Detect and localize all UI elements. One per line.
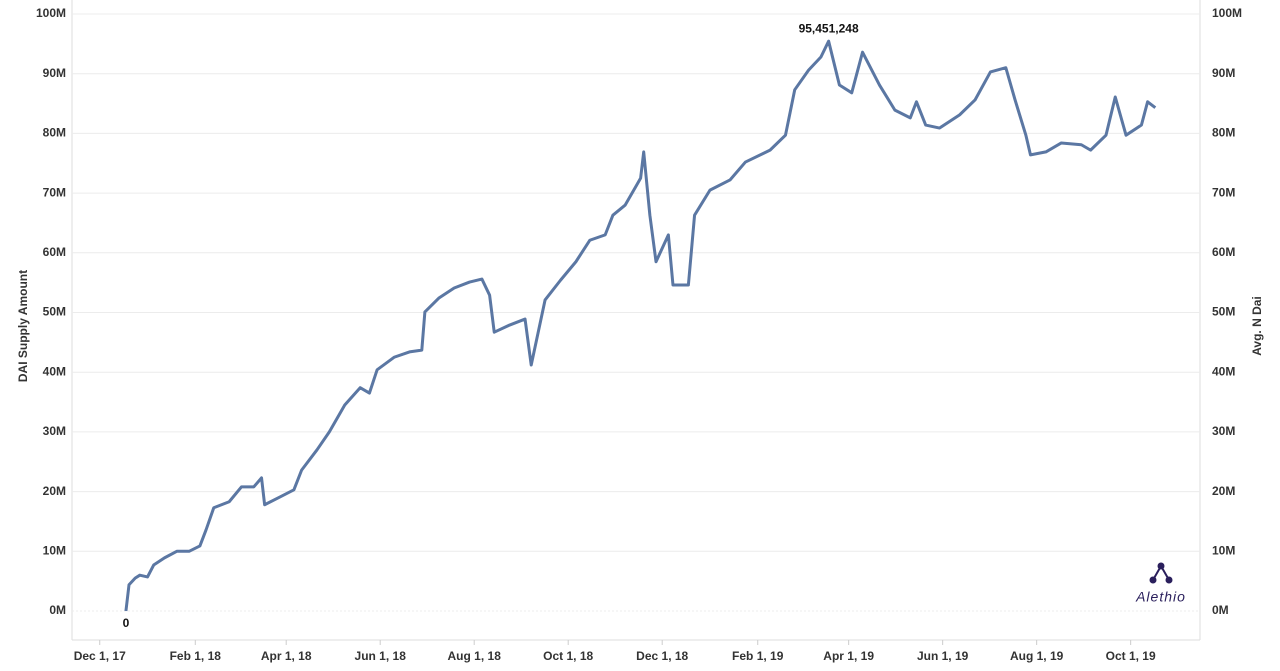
x-tick-label: Aug 1, 18 (448, 649, 502, 663)
y-tick-label: 70M (43, 185, 66, 199)
x-tick-label: Oct 1, 18 (543, 649, 593, 663)
y-tick-label: 60M (43, 245, 66, 259)
line (124, 39, 1157, 612)
y2-tick-label: 90M (1212, 66, 1235, 80)
x-tick-label: Feb 1, 19 (732, 649, 784, 663)
y-tick-label: 30M (43, 424, 66, 438)
y2-axis-title: Avg. N Dai (1250, 296, 1264, 356)
x-tick-label: Oct 1, 19 (1106, 649, 1156, 663)
y-tick-label: 0M (49, 603, 66, 617)
x-tick-label: Dec 1, 17 (74, 649, 126, 663)
y-tick-label: 90M (43, 66, 66, 80)
y2-tick-label: 80M (1212, 126, 1235, 140)
x-tick-label: Feb 1, 18 (170, 649, 222, 663)
y2-tick-label: 70M (1212, 185, 1235, 199)
y-tick-label: 100M (36, 6, 66, 20)
y-tick-label: 20M (43, 484, 66, 498)
x-tick-label: Apr 1, 18 (261, 649, 312, 663)
data-label: 0 (123, 616, 130, 630)
y2-tick-label: 30M (1212, 424, 1235, 438)
y-tick-label: 80M (43, 126, 66, 140)
x-tick-label: Aug 1, 19 (1010, 649, 1064, 663)
watermark: Alethio (1135, 589, 1186, 605)
y-axis-title: DAI Supply Amount (16, 270, 30, 382)
y2-tick-label: 10M (1212, 543, 1235, 557)
logo (1149, 562, 1173, 584)
x-tick-label: Dec 1, 18 (636, 649, 688, 663)
x-tick-label: Apr 1, 19 (823, 649, 874, 663)
y-tick-label: 40M (43, 364, 66, 378)
y2-tick-label: 0M (1212, 603, 1229, 617)
y2-tick-label: 50M (1212, 305, 1235, 319)
y-tick-label: 50M (43, 305, 66, 319)
y2-tick-label: 20M (1212, 484, 1235, 498)
y2-tick-label: 100M (1212, 6, 1242, 20)
x-tick-label: Jun 1, 18 (355, 649, 407, 663)
data-label: 95,451,248 (799, 21, 859, 35)
y2-tick-label: 40M (1212, 364, 1235, 378)
x-tick-label: Jun 1, 19 (917, 649, 969, 663)
y2-tick-label: 60M (1212, 245, 1235, 259)
y-tick-label: 10M (43, 543, 66, 557)
